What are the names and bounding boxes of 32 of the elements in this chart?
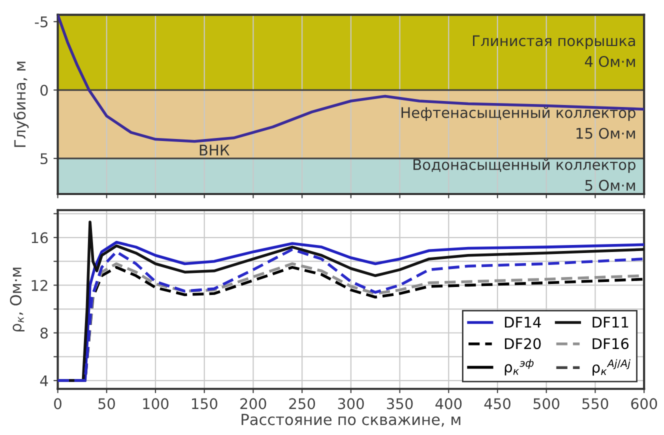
y-tick-label: 16 (32, 232, 48, 244)
band-label: Нефтенасыщенный коллектор 15 Ом·м (402, 106, 636, 139)
x-tick-label: 150 (192, 398, 218, 410)
x-axis-title: Расстояние по скважине, м (242, 414, 460, 427)
x-tick-label: 50 (98, 398, 115, 410)
x-tick-label: 500 (534, 398, 560, 410)
x-tick-label: 300 (338, 398, 364, 410)
y-tick-label: -5 (34, 16, 48, 28)
x-tick-label: 200 (240, 398, 266, 410)
x-tick-label: 250 (289, 398, 316, 410)
legend-label: DF11 (592, 316, 628, 328)
x-tick-label: 100 (143, 398, 168, 410)
legend-label: ρ$_{к}$$^{эф}$ (504, 359, 534, 376)
x-tick-label: 400 (435, 398, 462, 410)
x-tick-label: 350 (386, 398, 413, 410)
y-tick-label: 4 (40, 375, 48, 386)
legend-label: DF20 (504, 338, 541, 350)
ref-line-label: ВНК (200, 144, 230, 156)
x-tick-label: 600 (631, 398, 658, 410)
y-axis-title: ρ$_{к}$, Ом·м (10, 268, 24, 332)
band-label: Водонасыщенный коллектор 5 Ом·м (414, 158, 636, 191)
y-tick-label: 8 (40, 328, 48, 339)
x-tick-label: 0 (54, 398, 62, 410)
y-axis-title: Глубина, м (14, 62, 29, 147)
legend-label: DF14 (504, 316, 541, 328)
y-tick-label: 12 (32, 280, 48, 291)
y-tick-label: 0 (40, 84, 48, 96)
y-tick-label: 5 (40, 153, 48, 164)
x-tick-label: 450 (484, 398, 510, 410)
x-tick-label: 550 (582, 398, 608, 410)
legend-label: DF16 (592, 338, 629, 350)
legend-label: ρ$_{к}$$^{Aj/Aj}$ (592, 359, 630, 376)
